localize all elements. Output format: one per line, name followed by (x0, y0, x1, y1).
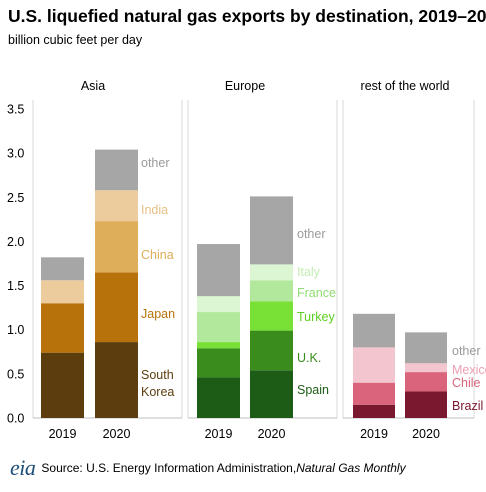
series-label: U.K. (297, 351, 321, 365)
bar-segment (250, 280, 293, 302)
bar-segment (250, 264, 293, 281)
bar-segment (41, 303, 84, 353)
bar-segment (405, 391, 447, 418)
bar-segment (353, 404, 395, 418)
bar-segment (95, 272, 138, 343)
bar-segment (95, 221, 138, 273)
series-label: South (141, 368, 174, 382)
y-tick-label: 2.5 (7, 191, 24, 205)
bar-segment (197, 348, 240, 378)
x-tick-label: 2020 (412, 427, 440, 440)
panel-title: Europe (225, 79, 265, 93)
series-label: other (141, 156, 170, 170)
panel-title: Asia (81, 79, 105, 93)
y-tick-label: 3.5 (7, 103, 24, 117)
series-label: Chile (452, 376, 481, 390)
y-tick-label: 3.0 (7, 147, 24, 161)
x-tick-label: 2020 (103, 427, 131, 440)
series-label: other (452, 344, 481, 358)
bar-segment (353, 313, 395, 348)
stacked-bar-chart: 0.0 0.5 1.0 1.5 2.0 2.5 3.0 3.5 Asia 2019 2020 Sout… (7, 79, 486, 440)
bar-segment (405, 363, 447, 373)
bar-segment (197, 244, 240, 297)
bar-segment (250, 330, 293, 371)
panel-title: rest of the world (361, 79, 450, 93)
source-publication: Natural Gas Monthly (296, 461, 406, 475)
series-label: Korea (141, 385, 174, 399)
series-label: France (297, 286, 336, 300)
y-tick-label: 2.0 (7, 235, 24, 249)
series-label: other (297, 227, 326, 241)
bar-segment (197, 377, 240, 418)
chart-title: U.S. liquefied natural gas exports by de… (8, 6, 486, 26)
series-label: Spain (297, 383, 329, 397)
source-text: Source: U.S. Energy Information Administ… (41, 461, 297, 475)
bar-segment (197, 312, 240, 343)
bar-segment (405, 332, 447, 364)
source-note: eia Source: U.S. Energy Information Admi… (10, 455, 406, 481)
series-label: Japan (141, 307, 175, 321)
bar-segment (353, 347, 395, 383)
series-label: Italy (297, 265, 321, 279)
series-label: China (141, 248, 174, 262)
bar-segment (95, 342, 138, 418)
bar-segment (41, 352, 84, 418)
bar-segment (250, 196, 293, 265)
x-tick-label: 2019 (360, 427, 388, 440)
bar-segment (95, 190, 138, 222)
bar-segment (41, 280, 84, 304)
bar-segment (197, 296, 240, 313)
x-tick-label: 2019 (205, 427, 233, 440)
bar-segment (353, 382, 395, 405)
series-label: Turkey (297, 310, 335, 324)
series-label: Brazil (452, 399, 483, 413)
chart-subtitle: billion cubic feet per day (8, 33, 143, 47)
y-tick-label: 1.0 (7, 323, 24, 337)
bar-segment (41, 257, 84, 281)
x-tick-label: 2020 (258, 427, 286, 440)
bar-segment (405, 372, 447, 392)
y-tick-label: 0.0 (7, 412, 24, 426)
y-tick-label: 1.5 (7, 279, 24, 293)
bar-segment (95, 149, 138, 191)
bar-segment (250, 370, 293, 418)
series-label: India (141, 203, 168, 217)
bar-segment (250, 301, 293, 331)
bar-segment (197, 342, 240, 349)
x-tick-label: 2019 (49, 427, 77, 440)
y-tick-label: 0.5 (7, 367, 24, 381)
eia-logo-icon: eia (10, 455, 36, 480)
